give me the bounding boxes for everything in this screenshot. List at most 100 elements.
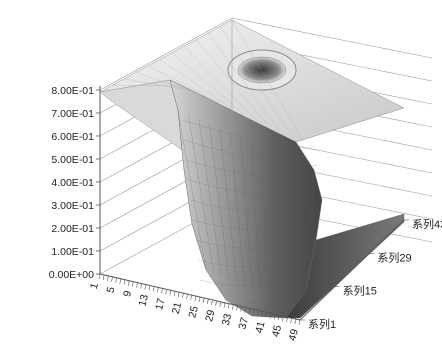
x-tick bbox=[202, 297, 205, 304]
x-tick bbox=[211, 299, 213, 305]
x-tick bbox=[194, 295, 197, 302]
z-tick-label: 4.00E-01 bbox=[51, 177, 94, 189]
x-tick-label: 13 bbox=[136, 293, 151, 307]
x-tick-label: 5 bbox=[105, 286, 118, 295]
plateau-mesh-line bbox=[147, 65, 219, 103]
x-tick bbox=[227, 303, 230, 309]
x-tick-label: 29 bbox=[203, 309, 218, 323]
x-tick bbox=[236, 305, 238, 311]
x-tick bbox=[136, 282, 138, 288]
x-tick bbox=[119, 278, 122, 284]
x-tick bbox=[257, 310, 259, 316]
series-axis-labels: 系列1 系列15 系列29 系列43 bbox=[308, 217, 442, 331]
mesh-contour bbox=[184, 139, 317, 166]
x-tick bbox=[140, 283, 142, 289]
x-tick bbox=[186, 294, 188, 300]
plateau-mesh-line bbox=[123, 78, 195, 92]
z-tick-label: 5.00E-01 bbox=[51, 154, 94, 166]
x-tick bbox=[132, 281, 134, 287]
mesh-line bbox=[209, 123, 230, 280]
mesh-contour bbox=[188, 179, 315, 198]
mesh-line bbox=[305, 169, 315, 311]
x-tick-label: 45 bbox=[270, 324, 285, 338]
surface-plot bbox=[99, 19, 405, 319]
mesh-line bbox=[298, 165, 304, 307]
plateau-mesh-line bbox=[135, 72, 207, 98]
x-tick bbox=[115, 277, 117, 283]
mesh-contour bbox=[199, 274, 308, 286]
x-tick bbox=[165, 289, 167, 295]
series-tick-label: 系列43 bbox=[412, 217, 442, 231]
x-tick bbox=[161, 288, 163, 294]
x-tick bbox=[273, 314, 276, 320]
z-gridline bbox=[99, 17, 233, 91]
x-tick bbox=[207, 298, 209, 304]
x-tick bbox=[298, 319, 301, 326]
x-tick bbox=[215, 300, 217, 306]
x-tick-label: 9 bbox=[121, 289, 134, 298]
plateau-mesh-line bbox=[99, 79, 171, 93]
surface-crater bbox=[237, 56, 287, 84]
series-axis-line bbox=[299, 219, 405, 321]
x-tick bbox=[286, 317, 288, 323]
x-tick bbox=[148, 285, 151, 291]
mesh-line bbox=[290, 160, 294, 304]
x-tick-label: 37 bbox=[236, 316, 251, 330]
mesh-line bbox=[188, 114, 214, 274]
x-tick bbox=[294, 318, 297, 325]
x-tick bbox=[152, 286, 155, 292]
plateau-mesh-line bbox=[159, 59, 232, 109]
x-tick bbox=[265, 312, 267, 318]
x-tick bbox=[244, 307, 247, 313]
x-tick-label: 17 bbox=[153, 297, 168, 311]
x-tick bbox=[169, 290, 172, 296]
surface-front-edge bbox=[99, 79, 183, 151]
x-tick bbox=[223, 302, 226, 308]
x-tick bbox=[190, 295, 192, 301]
mesh-line bbox=[261, 146, 268, 295]
chart-axes bbox=[96, 18, 409, 326]
x-tick bbox=[157, 287, 159, 293]
x-tick bbox=[277, 315, 280, 321]
x-tick bbox=[269, 313, 272, 319]
series-tick-label: 系列1 bbox=[308, 317, 336, 331]
x-tick-label: 49 bbox=[286, 328, 301, 342]
mesh-line bbox=[240, 137, 253, 289]
z-gridline-back bbox=[231, 17, 433, 59]
x-tick bbox=[248, 308, 251, 314]
x-tick bbox=[144, 284, 147, 290]
surface-cliff bbox=[169, 79, 323, 319]
x-tick-label: 1 bbox=[88, 282, 101, 291]
plateau-mesh-line bbox=[183, 46, 256, 120]
x-tick bbox=[240, 306, 242, 312]
mesh-contour bbox=[193, 219, 312, 231]
x-tick bbox=[219, 301, 222, 307]
x-tick-label: 41 bbox=[253, 320, 268, 334]
mesh-contour bbox=[197, 258, 309, 267]
z-tick-label: 1.00E-01 bbox=[51, 246, 94, 258]
x-tick bbox=[232, 304, 234, 310]
mesh-contour bbox=[190, 199, 313, 214]
mesh-line bbox=[177, 109, 207, 271]
plateau-mesh-line bbox=[171, 52, 244, 114]
z-tick-label: 0.00E+00 bbox=[49, 269, 94, 281]
plateau-mesh-line bbox=[231, 19, 305, 143]
x-tick-label: 21 bbox=[170, 301, 185, 315]
z-tick-label: 8.00E-01 bbox=[51, 85, 94, 97]
mesh-line bbox=[230, 133, 245, 286]
x-tick bbox=[111, 276, 113, 282]
x-tick bbox=[290, 318, 292, 324]
z-tick-label: 2.00E-01 bbox=[51, 223, 94, 235]
x-axis-labels: 1 5 9 13 17 21 25 29 33 37 41 45 49 bbox=[88, 282, 301, 342]
z-axis-labels: 0.00E+00 1.00E-01 2.00E-01 3.00E-01 4.00E-01… bbox=[49, 85, 94, 281]
x-tick bbox=[102, 274, 105, 281]
x-tick bbox=[173, 291, 176, 297]
x-tick bbox=[252, 309, 255, 315]
x-tick bbox=[182, 293, 184, 299]
x-tick bbox=[282, 316, 284, 322]
mesh-contour bbox=[181, 119, 319, 151]
z-tick-label: 7.00E-01 bbox=[51, 108, 94, 120]
mesh-line bbox=[271, 151, 276, 298]
x-tick bbox=[177, 292, 180, 298]
